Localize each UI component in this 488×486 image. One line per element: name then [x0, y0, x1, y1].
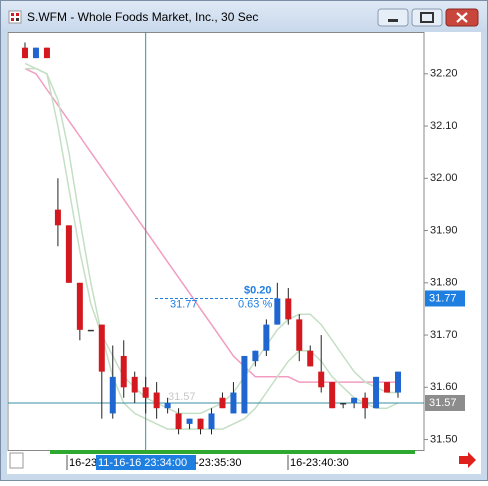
candle-body [98, 324, 105, 372]
time-label: -23:35:30 [195, 457, 241, 469]
y-tick-label: 31.80 [430, 277, 458, 289]
candle-body [120, 355, 127, 388]
time-cursor-label: 11-16-16 23:34:00 [98, 457, 187, 469]
candle-body [76, 282, 83, 330]
candle-body [351, 397, 358, 403]
candle-body [43, 47, 50, 59]
y-tick-label: 31.70 [430, 329, 458, 341]
moving-average-line [24, 67, 398, 383]
candle-body [54, 209, 61, 226]
candle-body [131, 376, 138, 393]
candle-body [142, 387, 149, 398]
candle-body [384, 382, 391, 393]
measure-price: 31.77 [170, 298, 198, 310]
time-label: 16-23:40:30 [290, 457, 349, 469]
candle-body [263, 324, 270, 351]
candle-body [362, 397, 369, 409]
candle-body [32, 47, 39, 59]
plot-area [7, 32, 425, 451]
minimize-button[interactable] [377, 8, 409, 27]
cursor-price-box [425, 394, 465, 411]
maximize-button[interactable] [411, 8, 443, 27]
candle-body [65, 225, 72, 283]
last-price-label: 31.77 [429, 292, 457, 304]
candle-body [197, 418, 204, 430]
candle-body [175, 413, 182, 430]
y-tick-label: 32.10 [430, 120, 458, 132]
candle-body [274, 298, 281, 325]
candle-body [164, 402, 171, 409]
y-tick-label: 31.50 [430, 433, 458, 445]
last-price-box [425, 290, 465, 307]
candle-body [329, 382, 336, 409]
candle-body [395, 371, 401, 393]
cursor-price-label: 31.57 [429, 397, 457, 409]
candle-body [307, 350, 314, 367]
measure-percent: 0.63 % [238, 298, 272, 310]
app-icon [8, 10, 22, 24]
candle-body [340, 402, 347, 405]
candle-body [285, 298, 292, 320]
candle-body [208, 413, 215, 430]
time-cursor-box [96, 455, 196, 470]
corner-box[interactable] [9, 452, 24, 469]
y-tick-label: 31.90 [430, 224, 458, 236]
candle-body [87, 329, 94, 332]
candle-body [219, 397, 226, 409]
close-button[interactable] [445, 8, 479, 27]
candle-body [186, 418, 193, 424]
candle-body [296, 319, 303, 351]
y-tick-label: 32.00 [430, 172, 458, 184]
measure-base: 31.57 [168, 391, 196, 403]
y-tick-label: 31.60 [430, 381, 458, 393]
window-title: S.WFM - Whole Foods Market, Inc., 30 Sec [27, 10, 258, 24]
candle-body [153, 392, 160, 409]
candle-body [241, 355, 248, 414]
time-label: 16-23 [69, 457, 97, 469]
session-bar [50, 450, 415, 454]
candle-body [252, 350, 259, 362]
y-tick-label: 32.20 [430, 68, 458, 80]
candle-body [22, 47, 28, 59]
candle-body [373, 376, 380, 409]
candle-body [230, 392, 237, 414]
candle-body [318, 371, 325, 388]
scroll-arrow[interactable] [459, 452, 476, 468]
candle-body [109, 376, 116, 414]
measure-change: $0.20 [244, 284, 272, 296]
